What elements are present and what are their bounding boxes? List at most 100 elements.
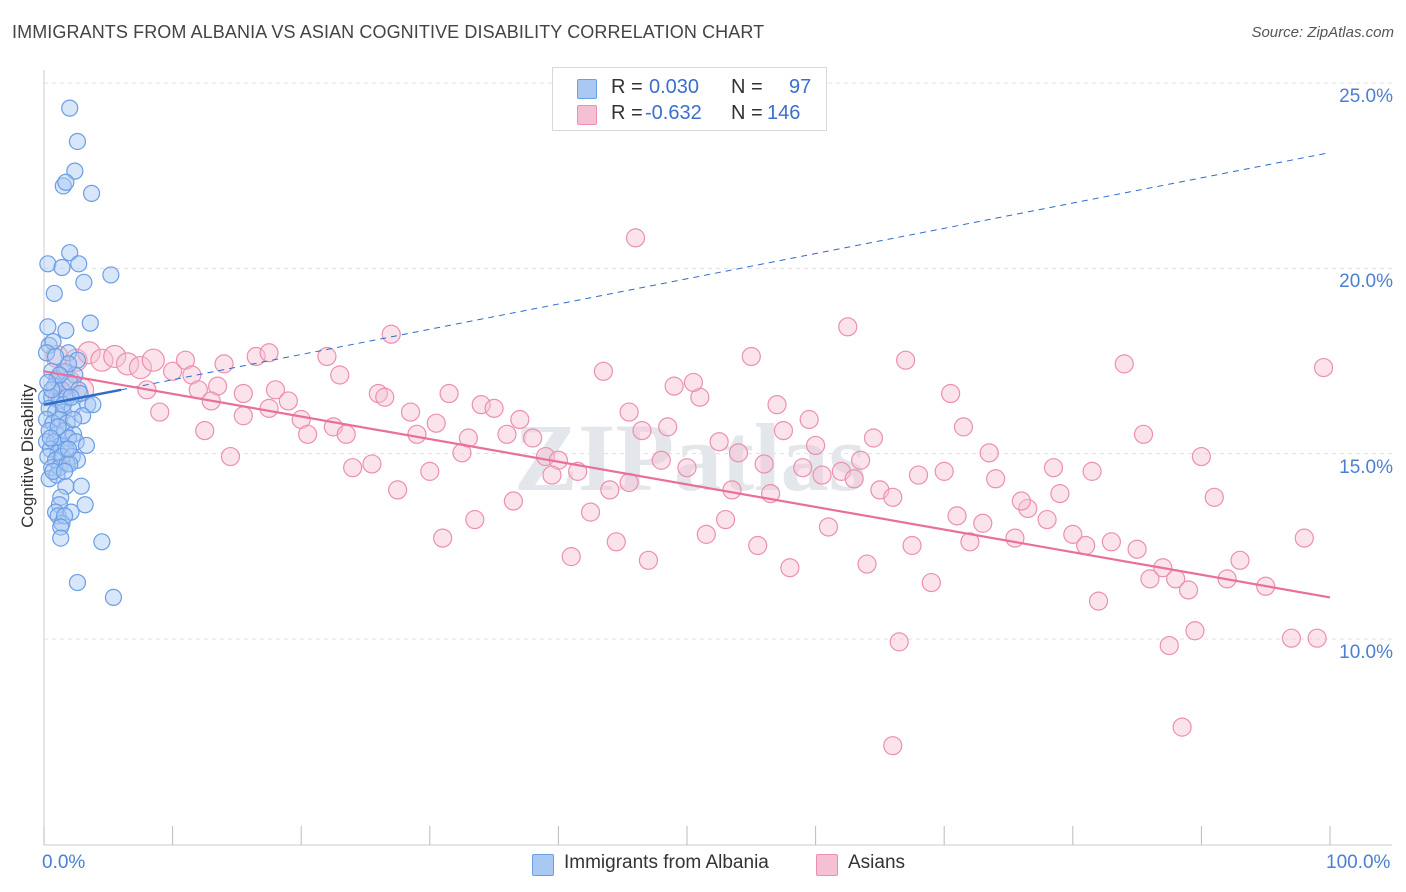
x-tick-label-max: 100.0% [1326,852,1391,873]
asians-point [715,509,736,530]
asians-point [497,424,517,444]
albania-point [84,396,102,414]
asians-point [400,402,421,422]
albania-point [55,462,74,480]
asians-point [439,383,459,404]
asians-point [709,432,729,452]
asians-point [625,228,646,248]
asians-point [812,465,832,485]
asians-point [799,409,819,430]
asians-point [1063,524,1083,544]
asians-point [426,413,446,433]
albania-point [39,373,57,392]
asians-point [407,424,427,444]
asians-point [362,454,382,474]
asians-point [851,450,871,470]
legend-label-albania: Immigrants from Albania [564,852,769,873]
albania-point [70,255,88,273]
stats-row-albania: R = 0.030 N = 97 [553,75,826,101]
asians-point [1185,621,1205,641]
asians-point [638,550,659,570]
albania-point [39,255,57,273]
asians-point [233,383,253,404]
albania-point [61,244,79,262]
r-label: R = [611,102,643,124]
y-tick-label: 25.0% [1339,86,1393,107]
albania-point [72,477,90,495]
asians-point [1313,357,1334,378]
asians-point [233,406,253,426]
n-label: N = [731,102,763,124]
asians-point [863,428,884,448]
n-value: 97 [789,76,812,98]
stats-box: R = 0.030 N = 97 R = -0.632 N = 146 [552,67,827,131]
asians-point [1294,528,1314,548]
trend-lines [43,152,1331,599]
albania-trend-extension [121,152,1331,391]
asians-point [1088,591,1109,611]
asians-trend-line [43,370,1331,599]
albania-swatch [577,79,597,99]
asians-point [973,513,993,533]
y-tick-label: 10.0% [1339,642,1393,663]
asians-point [90,348,114,372]
asians-point [259,343,279,363]
asians-point [1230,550,1250,570]
albania-point [93,533,111,551]
asians-point [128,355,153,380]
asians-point [1050,484,1070,504]
albania-point [64,410,83,429]
asians-point [838,317,858,337]
asians-point [1172,717,1192,737]
albania-point [37,344,56,362]
asians-point [1204,487,1224,507]
y-tick-label: 15.0% [1339,456,1393,478]
r-value: -0.632 [645,102,702,124]
asians-swatch [577,105,597,125]
asians-point [908,465,929,485]
y-axis-label: Cognitive Disability [18,384,37,528]
asians-point [1281,628,1302,648]
albania-point [61,99,79,117]
asians-point [1018,498,1038,519]
albania-point [68,132,87,151]
asians-point [934,461,954,481]
asians-point [484,398,504,418]
albania-point [52,529,70,547]
albania-point [46,347,65,366]
albania-point [41,429,60,447]
asians-point [542,465,562,485]
r-value: 0.030 [649,76,700,98]
asians-point [619,402,639,422]
asians-point [1133,424,1154,444]
asians-point [844,469,864,489]
asians-point [420,461,440,481]
asians-point [953,417,974,437]
albania-point [102,266,120,284]
asians-point [767,395,787,415]
albania-point [57,173,75,191]
asians-point [883,736,903,756]
albania-point [59,440,78,458]
asians-point [375,387,395,407]
asians-point [748,535,768,556]
albania-point [53,258,71,277]
asians-point [960,532,980,552]
albania-point [57,321,75,340]
albania-legend-swatch [532,854,554,876]
asians-point [317,346,337,367]
asians-point [818,517,839,537]
asians-point [902,535,922,556]
asians-point [696,524,716,544]
asians-point [510,409,530,430]
asians-point [741,346,761,367]
asians-point [259,398,279,418]
asians-point [214,354,234,374]
asians-point [728,443,749,463]
asians-point [593,361,614,381]
asians-point [433,528,453,548]
asians-point [1076,535,1096,556]
albania-point [104,588,123,607]
asians-point [163,361,183,381]
asians-point [381,324,401,344]
